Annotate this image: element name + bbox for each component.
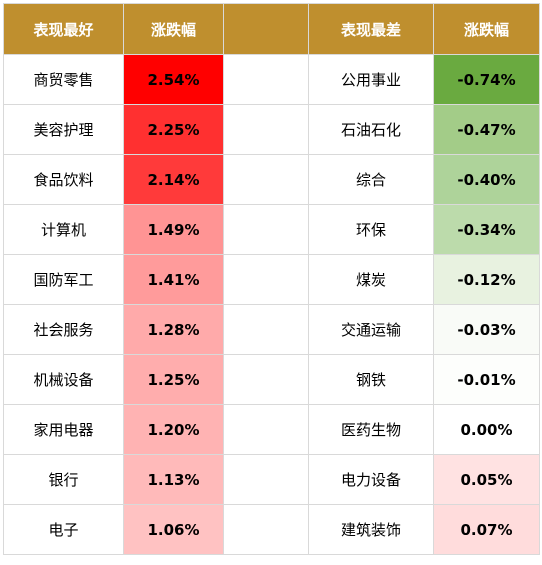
best-change-cell: 1.41% bbox=[123, 254, 224, 305]
spacer-cell bbox=[223, 54, 309, 105]
best-industry-cell: 机械设备 bbox=[3, 354, 124, 405]
worst-industry-cell: 交通运输 bbox=[308, 304, 434, 355]
worst-industry-cell: 公用事业 bbox=[308, 54, 434, 105]
best-change-cell: 1.28% bbox=[123, 304, 224, 355]
spacer-cell bbox=[223, 504, 309, 555]
spacer-cell bbox=[223, 404, 309, 455]
best-change-cell: 1.06% bbox=[123, 504, 224, 555]
table-row: 商贸零售 2.54% 公用事业 -0.74% bbox=[3, 54, 540, 105]
best-change-cell: 1.13% bbox=[123, 454, 224, 505]
worst-industry-cell: 医药生物 bbox=[308, 404, 434, 455]
spacer-header bbox=[223, 3, 309, 55]
worst-change-cell: -0.74% bbox=[433, 54, 540, 105]
table-row: 食品饮料 2.14% 综合 -0.40% bbox=[3, 154, 540, 205]
header-row: 表现最好 涨跌幅 表现最差 涨跌幅 bbox=[3, 3, 540, 55]
spacer-cell bbox=[223, 254, 309, 305]
best-industry-cell: 美容护理 bbox=[3, 104, 124, 155]
worst-change-header: 涨跌幅 bbox=[433, 3, 540, 55]
best-industry-cell: 商贸零售 bbox=[3, 54, 124, 105]
worst-change-cell: -0.01% bbox=[433, 354, 540, 405]
worst-change-cell: -0.12% bbox=[433, 254, 540, 305]
worst-industry-cell: 电力设备 bbox=[308, 454, 434, 505]
worst-header: 表现最差 bbox=[308, 3, 434, 55]
table-row: 家用电器 1.20% 医药生物 0.00% bbox=[3, 404, 540, 455]
spacer-cell bbox=[223, 154, 309, 205]
worst-change-cell: 0.05% bbox=[433, 454, 540, 505]
best-industry-cell: 食品饮料 bbox=[3, 154, 124, 205]
best-change-cell: 2.25% bbox=[123, 104, 224, 155]
worst-industry-cell: 综合 bbox=[308, 154, 434, 205]
best-change-cell: 2.14% bbox=[123, 154, 224, 205]
best-industry-cell: 家用电器 bbox=[3, 404, 124, 455]
table-row: 电子 1.06% 建筑装饰 0.07% bbox=[3, 504, 540, 555]
worst-change-cell: -0.47% bbox=[433, 104, 540, 155]
best-industry-cell: 银行 bbox=[3, 454, 124, 505]
worst-change-cell: -0.40% bbox=[433, 154, 540, 205]
worst-industry-cell: 石油石化 bbox=[308, 104, 434, 155]
worst-change-cell: 0.07% bbox=[433, 504, 540, 555]
best-change-cell: 1.49% bbox=[123, 204, 224, 255]
industry-performance-table: 表现最好 涨跌幅 表现最差 涨跌幅 商贸零售 2.54% 公用事业 -0.74% 美容护… bbox=[3, 3, 540, 555]
table-row: 社会服务 1.28% 交通运输 -0.03% bbox=[3, 304, 540, 355]
best-change-cell: 1.25% bbox=[123, 354, 224, 405]
spacer-cell bbox=[223, 204, 309, 255]
worst-industry-cell: 煤炭 bbox=[308, 254, 434, 305]
worst-change-cell: -0.34% bbox=[433, 204, 540, 255]
best-change-header: 涨跌幅 bbox=[123, 3, 224, 55]
spacer-cell bbox=[223, 104, 309, 155]
worst-industry-cell: 钢铁 bbox=[308, 354, 434, 405]
best-change-cell: 2.54% bbox=[123, 54, 224, 105]
table-row: 美容护理 2.25% 石油石化 -0.47% bbox=[3, 104, 540, 155]
best-industry-cell: 国防军工 bbox=[3, 254, 124, 305]
best-industry-cell: 电子 bbox=[3, 504, 124, 555]
table-row: 国防军工 1.41% 煤炭 -0.12% bbox=[3, 254, 540, 305]
spacer-cell bbox=[223, 454, 309, 505]
spacer-cell bbox=[223, 304, 309, 355]
table-row: 机械设备 1.25% 钢铁 -0.01% bbox=[3, 354, 540, 405]
worst-industry-cell: 建筑装饰 bbox=[308, 504, 434, 555]
best-header: 表现最好 bbox=[3, 3, 124, 55]
spacer-cell bbox=[223, 354, 309, 405]
worst-change-cell: 0.00% bbox=[433, 404, 540, 455]
best-industry-cell: 计算机 bbox=[3, 204, 124, 255]
table-row: 银行 1.13% 电力设备 0.05% bbox=[3, 454, 540, 505]
worst-industry-cell: 环保 bbox=[308, 204, 434, 255]
best-industry-cell: 社会服务 bbox=[3, 304, 124, 355]
table-row: 计算机 1.49% 环保 -0.34% bbox=[3, 204, 540, 255]
worst-change-cell: -0.03% bbox=[433, 304, 540, 355]
best-change-cell: 1.20% bbox=[123, 404, 224, 455]
